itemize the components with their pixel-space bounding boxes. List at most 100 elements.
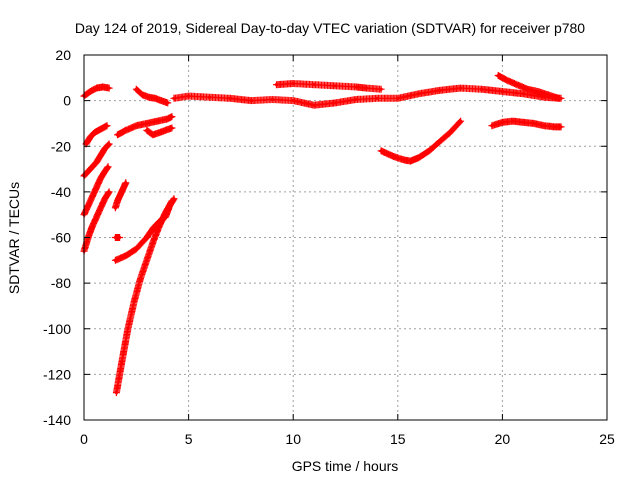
data-point	[504, 78, 509, 82]
data-point	[448, 130, 452, 135]
series-track-12	[132, 85, 172, 107]
data-point	[438, 140, 442, 144]
data-point	[94, 86, 99, 90]
data-point	[94, 160, 99, 164]
data-point	[103, 146, 107, 151]
data-point	[122, 185, 126, 189]
data-point	[145, 121, 149, 126]
x-tick-label: 15	[390, 431, 406, 447]
data-point	[379, 87, 383, 91]
data-point	[525, 87, 530, 91]
data-point	[138, 276, 143, 281]
y-tick-label: 20	[55, 47, 71, 63]
data-point	[113, 206, 117, 210]
data-point	[103, 169, 107, 173]
data-point	[145, 128, 149, 132]
data-point	[151, 240, 155, 244]
data-point	[166, 101, 170, 105]
data-point	[408, 159, 412, 163]
data-point	[364, 86, 369, 90]
series-markers	[114, 113, 176, 139]
y-tick-label: -40	[51, 184, 71, 200]
x-tick-label: 20	[495, 431, 511, 447]
data-point	[157, 224, 161, 228]
data-point	[99, 206, 103, 210]
series-track-17	[494, 72, 563, 102]
data-point	[228, 96, 233, 100]
series-markers	[80, 83, 113, 100]
data-point	[124, 254, 128, 258]
data-point	[113, 258, 117, 262]
data-point	[145, 235, 149, 240]
data-point	[86, 169, 90, 173]
data-point	[532, 121, 536, 126]
data-point	[553, 125, 557, 129]
data-point	[207, 95, 212, 99]
data-point	[107, 142, 111, 146]
data-point	[557, 96, 561, 100]
series-markers	[488, 117, 565, 131]
data-point	[333, 84, 337, 88]
y-axis-label: SDTVAR / TECUs	[6, 182, 22, 294]
data-point	[521, 92, 525, 96]
data-point	[559, 125, 563, 129]
data-point	[157, 130, 161, 135]
data-point	[117, 235, 122, 240]
data-point	[151, 133, 155, 137]
data-point	[106, 165, 110, 169]
x-axis-label: GPS time / hours	[292, 458, 399, 474]
y-tick-label: 0	[63, 93, 71, 109]
data-point	[500, 89, 504, 94]
y-tick-label: -120	[43, 366, 71, 382]
data-point	[99, 176, 103, 180]
x-tick-label: 10	[285, 431, 301, 447]
series-track-6	[111, 179, 130, 212]
data-point	[163, 128, 168, 132]
data-point	[155, 119, 159, 123]
series-track-9	[112, 197, 176, 397]
data-layer	[80, 72, 565, 397]
data-point	[291, 81, 295, 86]
data-point	[249, 99, 253, 103]
series-track-7	[111, 234, 124, 241]
data-point	[511, 119, 515, 123]
series-markers	[112, 197, 176, 397]
x-tick-label: 5	[185, 431, 193, 447]
series-track-5	[80, 188, 113, 255]
data-point	[166, 117, 170, 121]
data-point	[402, 158, 406, 162]
data-point	[170, 199, 174, 203]
data-point	[159, 99, 164, 103]
data-point	[132, 299, 136, 303]
data-point	[114, 391, 119, 395]
data-point	[92, 130, 97, 135]
y-tick-label: -80	[51, 275, 71, 291]
data-point	[90, 224, 94, 228]
x-tick-label: 0	[80, 431, 88, 447]
data-point	[542, 124, 546, 128]
series-markers	[80, 188, 113, 255]
data-point	[88, 135, 92, 139]
data-point	[438, 88, 442, 92]
series-track-3	[80, 140, 113, 180]
data-point	[153, 96, 157, 100]
data-point	[90, 165, 94, 169]
data-point	[312, 83, 316, 87]
data-point	[458, 119, 463, 123]
data-point	[172, 96, 176, 100]
data-point	[101, 85, 105, 89]
series-markers	[377, 117, 465, 165]
data-point	[312, 103, 316, 107]
data-point	[90, 194, 94, 199]
data-point	[479, 87, 484, 91]
data-point	[84, 142, 88, 146]
data-point	[97, 128, 101, 132]
data-point	[187, 94, 191, 98]
data-point	[458, 86, 463, 90]
data-point	[115, 199, 120, 203]
series-track-1	[80, 83, 113, 100]
data-point	[172, 197, 176, 201]
series-track-11	[143, 124, 176, 139]
data-point	[496, 73, 500, 78]
